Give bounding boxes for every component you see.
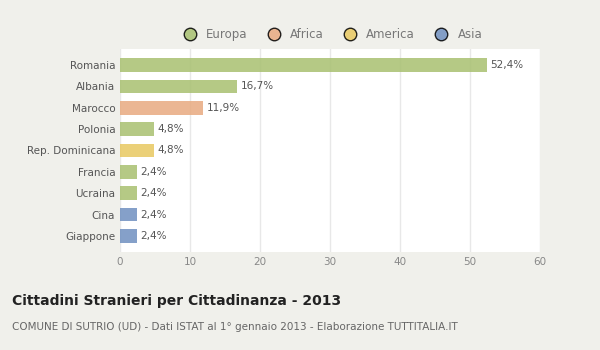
- Bar: [120, 186, 137, 200]
- Text: 2,4%: 2,4%: [140, 210, 167, 219]
- Bar: [120, 144, 154, 158]
- Legend: Europa, Africa, America, Asia: Europa, Africa, America, Asia: [174, 25, 486, 44]
- Text: 52,4%: 52,4%: [490, 60, 523, 70]
- Text: COMUNE DI SUTRIO (UD) - Dati ISTAT al 1° gennaio 2013 - Elaborazione TUTTITALIA.: COMUNE DI SUTRIO (UD) - Dati ISTAT al 1°…: [12, 322, 458, 332]
- Text: 2,4%: 2,4%: [140, 167, 167, 177]
- Bar: [120, 101, 203, 115]
- Bar: [120, 122, 154, 136]
- Bar: [120, 79, 237, 93]
- Bar: [120, 58, 487, 72]
- Text: 4,8%: 4,8%: [157, 146, 184, 155]
- Text: Cittadini Stranieri per Cittadinanza - 2013: Cittadini Stranieri per Cittadinanza - 2…: [12, 294, 341, 308]
- Text: 11,9%: 11,9%: [207, 103, 240, 113]
- Bar: [120, 208, 137, 222]
- Text: 4,8%: 4,8%: [157, 124, 184, 134]
- Bar: [120, 165, 137, 179]
- Bar: [120, 229, 137, 243]
- Text: 16,7%: 16,7%: [241, 82, 274, 91]
- Text: 2,4%: 2,4%: [140, 188, 167, 198]
- Text: 2,4%: 2,4%: [140, 231, 167, 241]
